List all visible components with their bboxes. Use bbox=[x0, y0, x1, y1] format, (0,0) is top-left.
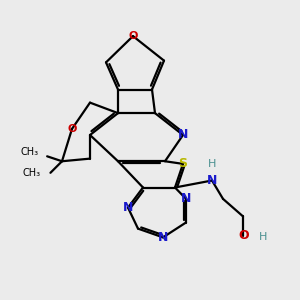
Text: CH₃: CH₃ bbox=[20, 147, 38, 157]
Text: N: N bbox=[123, 201, 133, 214]
Text: H: H bbox=[208, 159, 216, 169]
Text: O: O bbox=[128, 31, 138, 41]
Text: O: O bbox=[238, 229, 249, 242]
Text: N: N bbox=[158, 231, 168, 244]
Text: N: N bbox=[178, 128, 188, 142]
Text: H: H bbox=[259, 232, 268, 242]
Text: N: N bbox=[181, 192, 191, 206]
Text: N: N bbox=[207, 174, 217, 187]
Text: CH₃: CH₃ bbox=[23, 168, 41, 178]
Text: O: O bbox=[67, 124, 77, 134]
Text: S: S bbox=[178, 158, 188, 170]
